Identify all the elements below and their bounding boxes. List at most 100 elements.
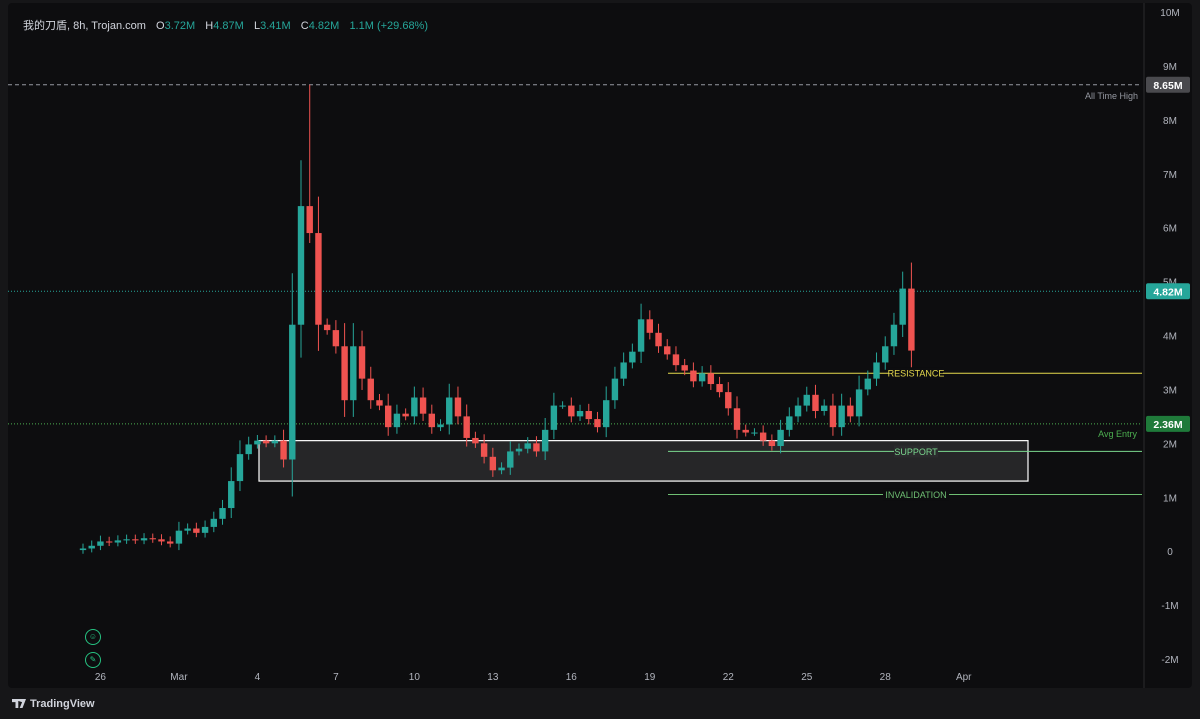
candle-body[interactable] [882,346,889,363]
candle-body[interactable] [402,413,409,417]
candle-body[interactable] [454,397,462,417]
candle-body[interactable] [864,378,871,390]
candle-body[interactable] [140,538,148,541]
candle-body[interactable] [437,424,444,428]
interval-label[interactable]: 8h [73,20,86,32]
candle-body[interactable] [245,444,252,455]
candle-body[interactable] [472,437,479,444]
candle-body[interactable] [899,288,906,325]
candle-body[interactable] [219,508,226,519]
candle-body[interactable] [463,416,470,438]
candle-body[interactable] [132,539,139,541]
candle-body[interactable] [149,538,156,540]
candle-body[interactable] [576,410,584,417]
candle-body[interactable] [228,481,235,509]
candle-body[interactable] [271,440,279,444]
candle-body[interactable] [698,373,706,382]
candle-body[interactable] [332,330,340,347]
candle-body[interactable] [733,408,741,430]
candle-body[interactable] [786,416,793,430]
candle-body[interactable] [105,541,113,543]
candle-body[interactable] [620,362,627,379]
current-price-marker-bg[interactable] [1146,283,1190,300]
candle-body[interactable] [847,405,854,417]
candle-body[interactable] [550,405,558,430]
candle-body[interactable] [777,429,784,447]
avg-entry-price-marker-bg[interactable] [1146,415,1190,432]
candle-body[interactable] [759,432,767,441]
candle-body[interactable] [489,456,497,471]
candle-body[interactable] [341,346,348,401]
ath-price-marker-bg[interactable] [1146,76,1190,93]
candle-body[interactable] [751,432,758,434]
candle-body[interactable] [585,410,592,420]
pencil-icon[interactable]: ✎ [85,652,101,668]
candle-body[interactable] [821,405,828,411]
candle-body[interactable] [855,389,863,417]
candle-body[interactable] [315,233,322,325]
candle-body[interactable] [393,413,401,428]
candle-body[interactable] [123,539,130,541]
candle-body[interactable] [568,405,575,417]
candle-body[interactable] [524,443,531,449]
bot-icon[interactable]: ☺ [85,629,101,645]
candle-body[interactable] [498,467,505,471]
candle-body[interactable] [603,400,610,428]
candle-body[interactable] [367,378,374,401]
candle-body[interactable] [515,448,523,452]
candle-body[interactable] [446,397,453,425]
candle-body[interactable] [254,440,261,445]
candle-body[interactable] [707,373,715,385]
candle-body[interactable] [201,526,209,533]
candle-body[interactable] [690,370,697,382]
candle-body[interactable] [629,351,636,363]
candle-body[interactable] [79,548,87,551]
candle-body[interactable] [236,454,244,482]
candle-body[interactable] [716,384,723,393]
candle-body[interactable] [376,400,383,406]
candle-body[interactable] [428,413,435,428]
candle-body[interactable] [768,440,776,447]
candle-body[interactable] [114,540,122,543]
candle-body[interactable] [725,392,732,409]
candle-body[interactable] [655,332,662,347]
candle-body[interactable] [829,405,837,428]
candle-body[interactable] [280,440,287,460]
candle-body[interactable] [507,451,514,468]
candle-body[interactable] [541,429,549,452]
candle-body[interactable] [611,378,619,401]
candle-body[interactable] [480,443,488,457]
candle-body[interactable] [262,440,270,444]
candle-body[interactable] [289,324,296,460]
candle-body[interactable] [646,319,653,333]
candle-body[interactable] [873,362,880,379]
candle-body[interactable] [385,405,392,428]
chart-pane[interactable]: 10M 9M 8M 7M 6M 5M 4M 3M 2M 1M 0 -1M -2M 26 Mar 4 7 10 13 1… [8,3,1192,688]
candle-body[interactable] [812,394,819,411]
candle-body[interactable] [323,324,331,331]
candle-body[interactable] [559,405,566,407]
candle-body[interactable] [306,206,313,234]
candle-body[interactable] [664,346,671,355]
candle-body[interactable] [838,405,845,428]
candle-body[interactable] [672,354,680,366]
candle-body[interactable] [419,397,427,414]
candle-body[interactable] [594,419,601,428]
candle-body[interactable] [350,346,357,401]
candle-body[interactable] [794,405,802,417]
price-chart[interactable]: 10M 9M 8M 7M 6M 5M 4M 3M 2M 1M 0 -1M -2M 26 Mar 4 7 10 13 1… [8,3,1192,688]
candle-body[interactable] [184,528,191,531]
candle-body[interactable] [803,394,810,406]
symbol-name[interactable]: 我的刀盾 [23,20,67,32]
candle-body[interactable] [890,324,898,347]
candle-body[interactable] [533,443,540,452]
candle-body[interactable] [210,518,217,527]
candle-body[interactable] [681,365,688,371]
candle-body[interactable] [167,541,174,544]
candle-body[interactable] [297,206,305,325]
candle-body[interactable] [742,429,749,433]
candle-body[interactable] [637,319,645,352]
candle-body[interactable] [411,397,418,417]
tradingview-logo[interactable]: TradingView [12,698,95,710]
candle-body[interactable] [175,530,183,544]
